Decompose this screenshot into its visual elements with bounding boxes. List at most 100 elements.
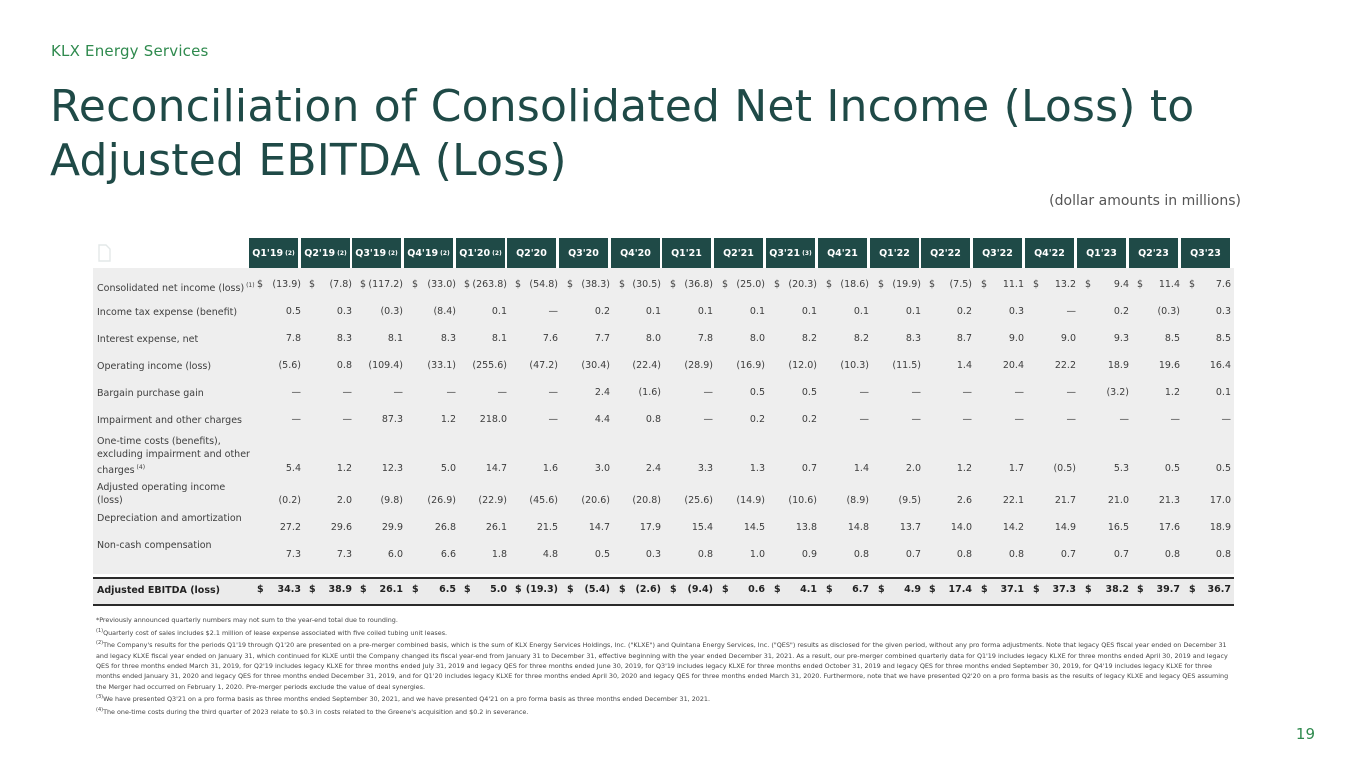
dollar-sign: $: [774, 584, 781, 595]
table-cell: —: [548, 414, 559, 425]
total-label: Adjusted EBITDA (loss): [97, 585, 220, 596]
dollar-sign: $: [464, 279, 471, 290]
column-header: Q2'23: [1129, 238, 1178, 268]
table-cell: 16.5: [1107, 522, 1129, 533]
dollar-sign: $: [619, 584, 626, 595]
table-cell: (20.6): [581, 495, 610, 506]
table-cell: 17.6: [1158, 522, 1180, 533]
table-cell: 27.2: [279, 522, 301, 533]
total-cell: 36.7: [1207, 584, 1231, 595]
column-header-label: Q4'22: [1034, 247, 1065, 259]
row-label: Depreciation and amortization: [97, 512, 242, 525]
table-cell: 0.9: [801, 549, 817, 560]
table-cell: —: [342, 387, 353, 398]
table-cell: 9.0: [1008, 333, 1024, 344]
page-title: Reconciliation of Consolidated Net Incom…: [50, 81, 1195, 186]
table-cell: 8.2: [801, 333, 817, 344]
page-number: 19: [1295, 725, 1315, 743]
total-cell: 6.7: [852, 584, 869, 595]
total-cell: 4.1: [800, 584, 817, 595]
total-cell: 5.0: [490, 584, 507, 595]
table-cell: —: [342, 414, 353, 425]
dollar-sign: $: [929, 279, 936, 290]
table-cell: 2.6: [956, 495, 972, 506]
total-cell: 26.1: [379, 584, 403, 595]
total-row: Adjusted EBITDA (loss) 34.3 $38.9 $26.1 $6.5…: [93, 577, 1234, 606]
column-header-label: Q3'20: [568, 247, 599, 259]
row-label: Income tax expense (benefit): [97, 306, 237, 319]
column-header-label: Q1'23: [1086, 247, 1117, 259]
table-cell: 8.3: [336, 333, 352, 344]
footnote-marker: (2): [96, 640, 104, 647]
footnote: *Previously announced quarterly numbers …: [96, 613, 1236, 626]
table-cell: (263.8): [472, 279, 507, 290]
column-header-label: Q1'22: [879, 247, 910, 259]
footnote-text: The one-time costs during the third quar…: [103, 707, 529, 716]
table-cell: —: [1170, 414, 1181, 425]
table-cell: 0.2: [801, 414, 817, 425]
dollar-sign: $: [1085, 279, 1092, 290]
table-cell: (0.3): [380, 306, 403, 317]
table-cell: —: [497, 387, 508, 398]
dollar-sign: $: [722, 584, 729, 595]
table-cell: 1.6: [542, 463, 558, 474]
table-cell: —: [911, 414, 922, 425]
company-name: KLX Energy Services: [51, 42, 209, 60]
table-cell: 21.3: [1158, 495, 1180, 506]
total-cell: 39.7: [1156, 584, 1180, 595]
table-cell: 7.6: [542, 333, 558, 344]
table-cell: 0.8: [336, 360, 352, 371]
table-cell: 0.3: [645, 549, 661, 560]
footnote: (2)The Company's results for the periods…: [96, 638, 1236, 692]
dollar-sign: $: [1189, 584, 1196, 595]
column-header: Q4'20: [611, 238, 660, 268]
row-label: Bargain purchase gain: [97, 387, 204, 400]
table-cell: 0.1: [697, 306, 713, 317]
table-cell: (26.9): [427, 495, 456, 506]
total-cell: 37.3: [1052, 584, 1076, 595]
table-cell: 87.3: [381, 414, 403, 425]
table-header: Q1'19 (2) Q2'19 (2) Q3'19 (2) Q4'19 (2) Q1'20 (2)…: [93, 238, 1234, 268]
row-label-line: excluding impairment and other: [97, 449, 250, 460]
table-cell: (12.0): [788, 360, 817, 371]
table-cell: 13.2: [1054, 279, 1076, 290]
table-cell: 0.8: [645, 414, 661, 425]
dollar-sign: $: [1085, 584, 1092, 595]
table-cell: 0.5: [285, 306, 301, 317]
row-label-line: charges: [97, 465, 135, 477]
table-cell: —: [859, 414, 870, 425]
table-cell: 8.5: [1164, 333, 1180, 344]
total-cell: 37.1: [1000, 584, 1024, 595]
table-cell: 1.2: [1164, 387, 1180, 398]
table-cell: 5.0: [440, 463, 456, 474]
table-cell: 9.0: [1060, 333, 1076, 344]
table-cell: 12.3: [381, 463, 403, 474]
footnote-marker: (3): [96, 694, 104, 701]
table-cell: 9.3: [1113, 333, 1129, 344]
table-cell: —: [393, 387, 404, 398]
column-header-label: Q3'19: [355, 247, 387, 259]
footnote-marker: (4): [96, 706, 104, 713]
table-cell: —: [1066, 387, 1077, 398]
table-cell: 0.8: [853, 549, 869, 560]
column-header: Q1'23: [1077, 238, 1126, 268]
table-cell: (25.6): [684, 495, 713, 506]
table-cell: 1.2: [440, 414, 456, 425]
dollar-sign: $: [257, 279, 264, 290]
table-cell: 0.8: [956, 549, 972, 560]
dollar-sign: $: [1033, 279, 1040, 290]
table-cell: (25.0): [736, 279, 765, 290]
total-cell: 0.6: [748, 584, 765, 595]
table-cell: 3.3: [697, 463, 713, 474]
watermark-icon: [98, 244, 111, 262]
column-header-label: Q2'20: [516, 247, 547, 259]
table-cell: 26.1: [485, 522, 507, 533]
table-cell: —: [703, 387, 714, 398]
table-cell: 1.7: [1008, 463, 1024, 474]
dollar-sign: $: [1189, 279, 1196, 290]
table-cell: 7.3: [285, 549, 301, 560]
table-cell: (16.9): [736, 360, 765, 371]
table-cell: 1.4: [853, 463, 869, 474]
table-cell: —: [1221, 414, 1232, 425]
row-label: One-time costs (benefits), excluding impa…: [97, 435, 250, 477]
